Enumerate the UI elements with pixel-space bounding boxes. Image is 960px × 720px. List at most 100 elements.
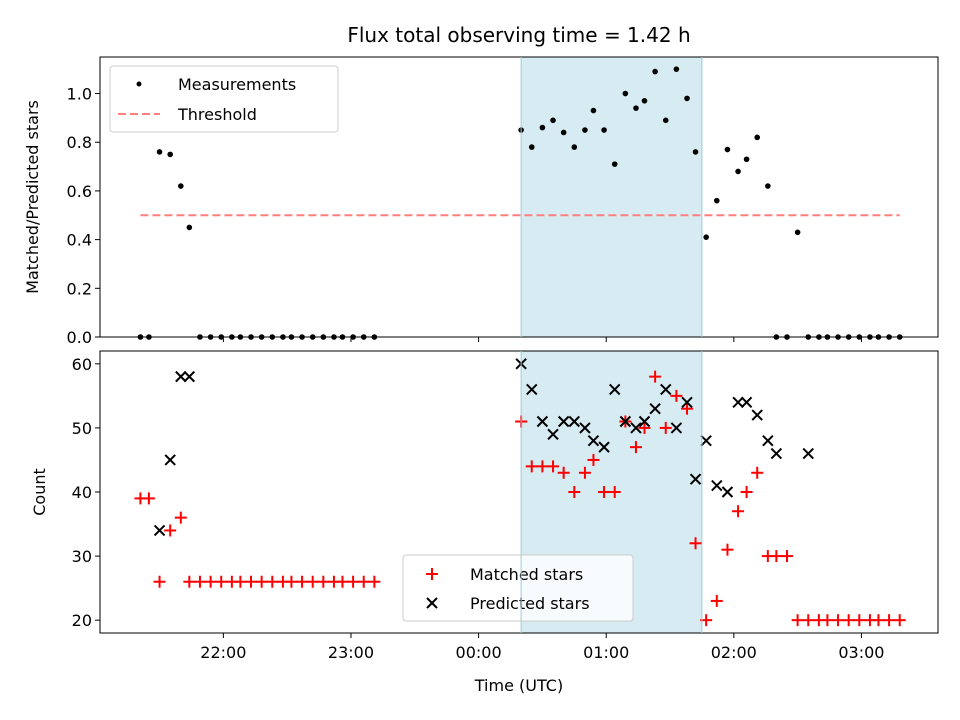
measurement-point bbox=[601, 127, 607, 133]
matched-star-point bbox=[770, 550, 783, 563]
matched-star-point bbox=[681, 402, 694, 415]
legend-predicted-label: Predicted stars bbox=[470, 594, 590, 613]
top-legend-box bbox=[109, 65, 339, 133]
bottom-panel: 20 30 40 50 60 22:00 23:00 00:00 01:00 02:00 03:0… bbox=[30, 350, 939, 695]
top-x-ticks bbox=[222, 337, 862, 342]
measurement-point bbox=[156, 149, 163, 155]
matched-star-point bbox=[547, 460, 560, 473]
legend-threshold-label: Threshold bbox=[177, 105, 257, 124]
matched-star-point bbox=[629, 441, 642, 454]
legend-matched-marker bbox=[426, 568, 438, 580]
measurement-point bbox=[622, 90, 629, 97]
matched-star-point bbox=[347, 575, 360, 588]
predicted-star-point bbox=[579, 422, 591, 434]
measurement-point bbox=[186, 224, 193, 231]
measurement-point bbox=[178, 183, 184, 189]
y-tick-label: 1.0 bbox=[67, 85, 92, 104]
matched-star-point bbox=[204, 575, 217, 588]
bottom-y-ticks: 20 30 40 50 60 bbox=[72, 355, 100, 630]
predicted-star-point bbox=[568, 415, 581, 428]
predicted-star-point bbox=[609, 383, 621, 396]
matched-star-point bbox=[306, 575, 319, 588]
matched-star-point bbox=[578, 466, 591, 479]
x-tick-label: 00:00 bbox=[456, 643, 502, 662]
legend-measurements-label: Measurements bbox=[178, 75, 296, 94]
predicted-star-point bbox=[711, 479, 723, 492]
matched-star-point bbox=[883, 614, 896, 627]
predicted-star-point bbox=[670, 422, 683, 434]
y-tick-label: 0.6 bbox=[67, 182, 92, 201]
matched-star-point bbox=[557, 466, 570, 479]
measurement-point bbox=[692, 149, 699, 155]
matched-star-point bbox=[215, 575, 228, 588]
measurement-point bbox=[571, 144, 578, 150]
predicted-star-point bbox=[751, 409, 763, 421]
y-tick-label: 60 bbox=[72, 355, 92, 374]
matched-star-point bbox=[732, 505, 745, 518]
x-tick-label: 23:00 bbox=[328, 643, 374, 662]
measurement-point bbox=[765, 183, 771, 189]
matched-star-point bbox=[670, 389, 683, 402]
measurement-point bbox=[641, 98, 648, 104]
predicted-star-point bbox=[660, 383, 672, 396]
matched-star-point bbox=[525, 460, 538, 473]
x-tick-label: 01:00 bbox=[583, 643, 629, 662]
legend-measurements-marker bbox=[136, 81, 142, 87]
y-tick-label: 0.8 bbox=[67, 133, 92, 152]
matched-star-point bbox=[357, 575, 370, 588]
matched-star-point bbox=[336, 575, 349, 588]
matched-star-point bbox=[368, 575, 381, 588]
predicted-star-point bbox=[649, 402, 661, 415]
measurement-point bbox=[167, 151, 173, 158]
predicted-star-point bbox=[638, 415, 651, 428]
predicted-star-point bbox=[619, 415, 632, 428]
top-shaded-interval bbox=[521, 57, 702, 337]
y-tick-label: 0.2 bbox=[67, 279, 92, 298]
predicted-star-point bbox=[740, 396, 753, 408]
matched-star-point bbox=[536, 460, 549, 473]
matched-star-point bbox=[608, 486, 621, 498]
predicted-star-point bbox=[802, 447, 814, 460]
matched-star-point bbox=[285, 575, 298, 588]
measurement-point bbox=[539, 124, 546, 131]
matched-star-point bbox=[193, 575, 206, 588]
matched-star-point bbox=[638, 421, 651, 434]
measurement-point bbox=[754, 134, 761, 141]
top-axes-frame bbox=[99, 56, 939, 338]
measurement-point bbox=[633, 105, 639, 111]
matched-star-point bbox=[893, 614, 906, 627]
x-axis-label: Time (UTC) bbox=[474, 676, 563, 695]
matched-star-point bbox=[721, 543, 734, 556]
y-tick-label: 40 bbox=[72, 483, 92, 502]
matched-star-point bbox=[780, 550, 793, 563]
predicted-star-point bbox=[547, 428, 559, 441]
x-tick-label: 03:00 bbox=[838, 643, 884, 662]
matched-star-point bbox=[245, 575, 258, 588]
bottom-legend-box bbox=[402, 554, 634, 622]
predicted-star-point bbox=[689, 473, 702, 485]
predicted-star-point bbox=[587, 435, 600, 447]
matched-star-point bbox=[791, 614, 804, 627]
x-tick-label: 02:00 bbox=[711, 643, 757, 662]
measurement-point bbox=[743, 156, 750, 163]
x-tick-label: 22:00 bbox=[200, 643, 246, 662]
matched-star-point bbox=[802, 614, 815, 627]
predicted-star-point bbox=[183, 370, 196, 383]
y-tick-label: 20 bbox=[72, 611, 92, 630]
matched-star-point bbox=[266, 575, 279, 588]
top-y-ticks: 0.0 0.2 0.4 0.6 0.8 1.0 bbox=[67, 85, 100, 347]
top-y-axis-label: Matched/Predicted stars bbox=[23, 100, 42, 294]
bottom-plot-marks bbox=[134, 358, 906, 627]
measurement-point bbox=[703, 234, 709, 240]
predicted-star-point bbox=[630, 422, 642, 434]
measurement-point bbox=[582, 127, 588, 133]
predicted-star-point bbox=[175, 370, 187, 383]
predicted-star-point bbox=[732, 396, 744, 408]
matched-star-point bbox=[164, 524, 177, 537]
matched-star-point bbox=[568, 486, 581, 498]
matched-star-point bbox=[183, 575, 196, 588]
matched-star-point bbox=[598, 486, 611, 498]
matched-star-point bbox=[710, 594, 723, 607]
measurement-point bbox=[684, 95, 690, 102]
